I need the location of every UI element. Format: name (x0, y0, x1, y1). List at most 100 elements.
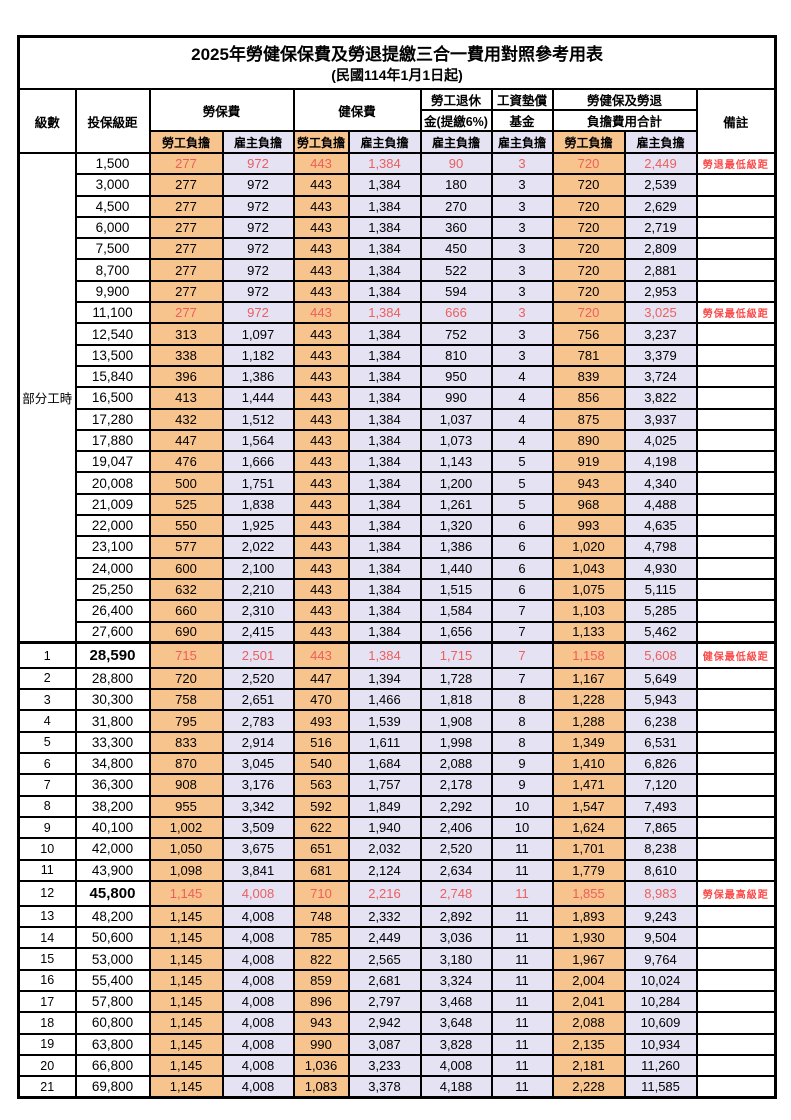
level-cell: 2 (17, 666, 77, 691)
fee-cell: 2,681 (347, 968, 422, 992)
fee-cell: 1,779 (551, 858, 626, 882)
fee-cell: 1,050 (148, 837, 224, 861)
fee-cell: 4,008 (221, 968, 295, 992)
remark-cell (695, 1032, 777, 1056)
fee-cell: 1,384 (347, 173, 422, 197)
fee-cell: 2,520 (419, 837, 493, 861)
fee-cell: 3,379 (623, 343, 698, 367)
table-row: 部分工時 1,500 277 972 443 1,384 90 3 720 2,449 勞退最低級距 (17, 151, 777, 644)
fee-cell: 443 (292, 343, 350, 367)
bracket-cell: 48,200 (74, 904, 151, 929)
fee-cell: 2,953 (623, 279, 698, 304)
fee-cell: 1,701 (551, 837, 626, 861)
fee-cell: 2,634 (419, 858, 493, 882)
fee-cell: 1,728 (419, 666, 493, 691)
fee-cell: 2,178 (419, 773, 493, 797)
fee-cell: 1,925 (221, 514, 295, 538)
fee-cell: 1,384 (347, 620, 422, 644)
table-row: 21 69,800 1,145 4,008 1,083 3,378 4,188 11 2,228… (17, 1075, 777, 1099)
fee-cell: 11,260 (623, 1053, 698, 1078)
bracket-cell: 17,880 (74, 428, 151, 453)
header-row-2: 金(提繳6%) 基金 負擔費用合計 (19, 109, 776, 132)
bracket-cell: 11,100 (74, 301, 151, 325)
table-row: 19 63,800 1,145 4,008 990 3,087 3,828 11 2,135 10… (17, 1032, 777, 1056)
bracket-cell: 27,600 (74, 620, 151, 644)
fee-cell: 1,384 (347, 577, 422, 602)
fee-cell: 1,384 (347, 215, 422, 240)
fee-cell: 1,036 (292, 1053, 350, 1078)
level-cell: 4 (17, 709, 77, 733)
table-row: 7 36,300 908 3,176 563 1,757 2,178 9 1,471 7,120 (17, 773, 777, 797)
table-row: 10 42,000 1,050 3,675 651 2,032 2,520 11 1,701 8,… (17, 837, 777, 861)
fee-cell: 943 (292, 1011, 350, 1035)
fee-cell: 3,025 (623, 301, 698, 325)
fee-cell: 681 (292, 858, 350, 882)
subheader-employer: 雇主負擔 (490, 130, 554, 154)
level-cell: 9 (17, 815, 77, 840)
fee-cell: 3,724 (623, 364, 698, 389)
fee-cell: 7 (490, 641, 554, 669)
fee-cell: 11 (490, 879, 554, 907)
fee-cell: 690 (148, 620, 224, 644)
table-row: 15,840 396 1,386 443 1,384 950 4 839 3,724 (19, 364, 777, 389)
fee-cell: 6 (490, 535, 554, 559)
table-row: 3 30,300 758 2,651 470 1,466 1,818 8 1,228 5,943 (17, 688, 777, 712)
fee-cell: 1,656 (419, 620, 493, 644)
fee-cell: 516 (292, 730, 350, 755)
table-row: 16 55,400 1,145 4,008 859 2,681 3,324 11 2,004 10… (17, 968, 777, 992)
table-row: 9 40,100 1,002 3,509 622 1,940 2,406 10 1,624 7,8… (17, 815, 777, 840)
fee-cell: 550 (148, 514, 224, 538)
fee-cell: 1,410 (551, 752, 626, 776)
fee-cell: 943 (551, 471, 626, 495)
fee-cell: 1,384 (347, 237, 422, 261)
fee-cell: 4 (490, 428, 554, 453)
fee-cell: 443 (292, 535, 350, 559)
remark-cell (695, 620, 777, 644)
fee-cell: 5,943 (623, 688, 698, 712)
fee-cell: 8 (490, 688, 554, 712)
fee-cell: 632 (148, 577, 224, 602)
fee-cell: 1,167 (551, 666, 626, 691)
fee-cell: 1,967 (551, 947, 626, 971)
table-row: 7,500 277 972 443 1,384 450 3 720 2,809 (19, 237, 777, 261)
fee-cell: 450 (419, 237, 493, 261)
fee-cell: 972 (221, 237, 295, 261)
fee-cell: 2,332 (347, 904, 422, 929)
fee-cell: 270 (419, 194, 493, 218)
table-row: 18 60,800 1,145 4,008 943 2,942 3,648 11 2,088 10… (17, 1011, 777, 1035)
fee-cell: 993 (551, 514, 626, 538)
fee-cell: 785 (292, 926, 350, 950)
fee-cell: 1,893 (551, 904, 626, 929)
fee-cell: 600 (148, 556, 224, 580)
fee-cell: 443 (292, 577, 350, 602)
fee-cell: 11 (490, 926, 554, 950)
bracket-cell: 13,500 (74, 343, 151, 367)
fee-cell: 3,324 (419, 968, 493, 992)
fee-cell: 4,008 (221, 1032, 295, 1056)
fee-cell: 11 (490, 1075, 554, 1099)
fee-cell: 1,145 (148, 904, 224, 929)
subheader-employer: 雇主負擔 (221, 130, 295, 154)
fee-cell: 1,145 (148, 1011, 224, 1035)
fee-cell: 1,073 (419, 428, 493, 453)
fee-cell: 4,188 (419, 1075, 493, 1099)
fee-cell: 10,284 (623, 989, 698, 1014)
fee-cell: 9 (490, 752, 554, 776)
fee-cell: 11 (490, 1032, 554, 1056)
bracket-cell: 9,900 (74, 279, 151, 304)
fee-cell: 11 (490, 904, 554, 929)
fee-cell: 6,531 (623, 730, 698, 755)
bracket-cell: 43,900 (74, 858, 151, 882)
remark-cell (695, 794, 777, 818)
fee-cell: 1,855 (551, 879, 626, 907)
fee-cell: 10 (490, 815, 554, 840)
header-wage-fund-line1: 工資墊償 (490, 88, 554, 111)
title-row: 2025年勞健保保費及勞退提繳三合一費用對照參考用表 (民國114年1月1日起) (17, 35, 777, 90)
fee-cell: 6 (490, 556, 554, 580)
remark-cell (695, 1053, 777, 1078)
remark-cell (695, 364, 777, 389)
remark-cell (695, 535, 777, 559)
fee-cell: 7 (490, 666, 554, 691)
fee-cell: 1,097 (221, 322, 295, 346)
remark-cell (695, 666, 777, 691)
